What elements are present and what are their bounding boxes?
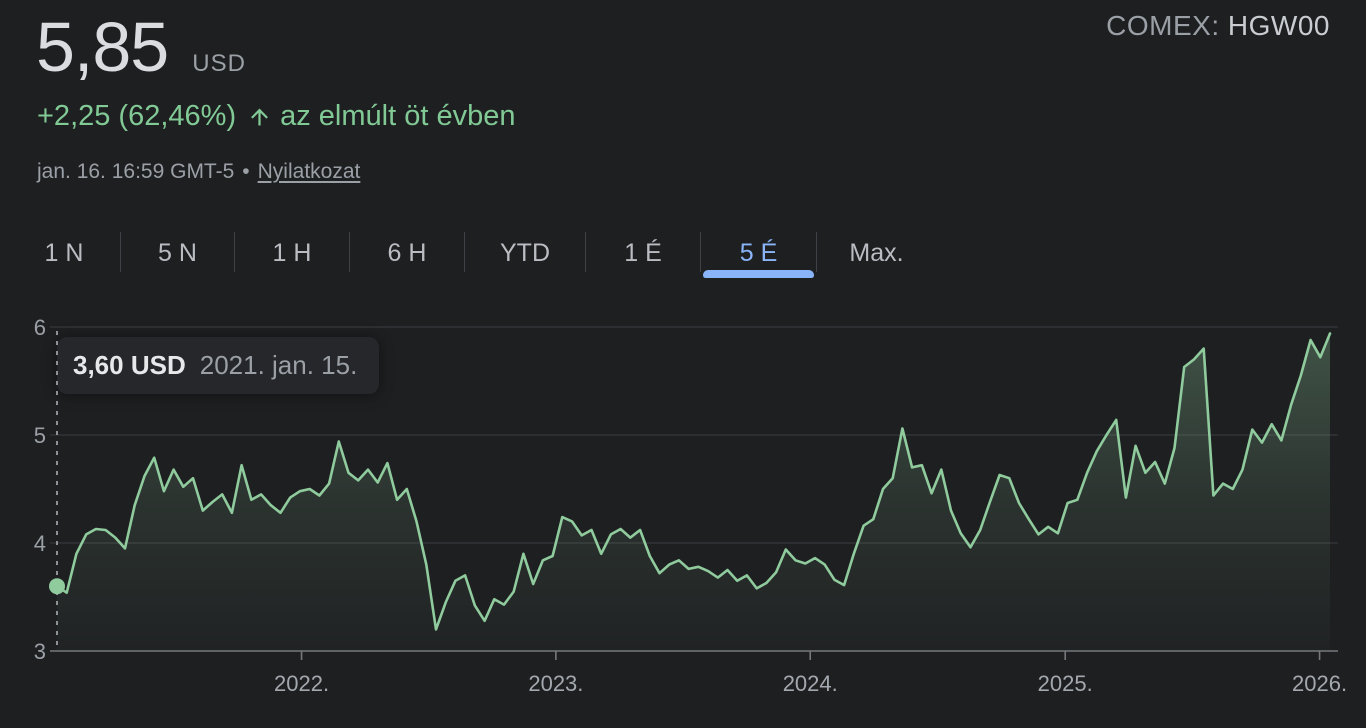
currency-label: USD (192, 50, 246, 77)
tab-divider (700, 232, 701, 272)
ticker-symbol: HGW00 (1227, 10, 1330, 41)
highlighted-point-dot (49, 578, 65, 595)
price-change-row: +2,25 (62,46%) az elmúlt öt évben (37, 100, 515, 133)
tooltip-date: 2021. jan. 15. (199, 350, 358, 380)
y-axis-label-4: 4 (34, 531, 46, 556)
tooltip-price: 3,60 USD (73, 350, 186, 380)
quote-meta-row: jan. 16. 16:59 GMT-5 • Nyilatkozat (37, 160, 360, 184)
time-range-tabs: 1 N 5 N 1 H 6 H YTD 1 É 5 É Max. (8, 230, 936, 278)
disclaimer-link[interactable]: Nyilatkozat (257, 160, 361, 183)
x-axis-label: 2024. (783, 671, 838, 696)
x-axis-label: 2022. (274, 671, 329, 696)
tab-divider (234, 232, 235, 272)
x-axis-label: 2025. (1038, 671, 1093, 696)
x-axis-label: 2026. (1292, 671, 1347, 696)
arrow-up-icon (246, 103, 273, 130)
y-axis-label-6: 6 (34, 315, 46, 340)
tab-5-n[interactable]: 5 N (158, 239, 197, 267)
tab-1-h[interactable]: 1 H (272, 239, 312, 267)
change-period: az elmúlt öt évben (280, 100, 516, 132)
exchange-ticker: COMEX: HGW00 (1106, 10, 1330, 42)
tab-6-h[interactable]: 6 H (387, 239, 427, 267)
exchange-label: COMEX: (1106, 10, 1220, 41)
change-text: +2,25 (62,46%) (37, 100, 237, 132)
tab-divider (349, 232, 350, 272)
tab-divider (464, 232, 465, 272)
price-row: 5,85 USD (36, 12, 246, 82)
tab-divider (816, 232, 817, 272)
chart-tooltip: 3,60 USD 2021. jan. 15. (57, 337, 380, 394)
tab-divider (120, 232, 121, 272)
x-axis-label: 2023. (528, 671, 583, 696)
tab-max[interactable]: Max. (849, 239, 904, 267)
tab-ytd[interactable]: YTD (500, 239, 550, 267)
price-value: 5,85 (36, 8, 169, 86)
tab-1-n[interactable]: 1 N (44, 239, 84, 267)
y-axis-label-5: 5 (34, 423, 46, 448)
quote-timestamp: jan. 16. 16:59 GMT-5 (37, 160, 235, 183)
tab-5[interactable]: 5 É (701, 230, 816, 278)
bullet-separator: • (242, 160, 250, 183)
y-axis-label-3: 3 (34, 639, 46, 664)
tab-1[interactable]: 1 É (624, 239, 662, 267)
tab-divider (585, 232, 586, 272)
